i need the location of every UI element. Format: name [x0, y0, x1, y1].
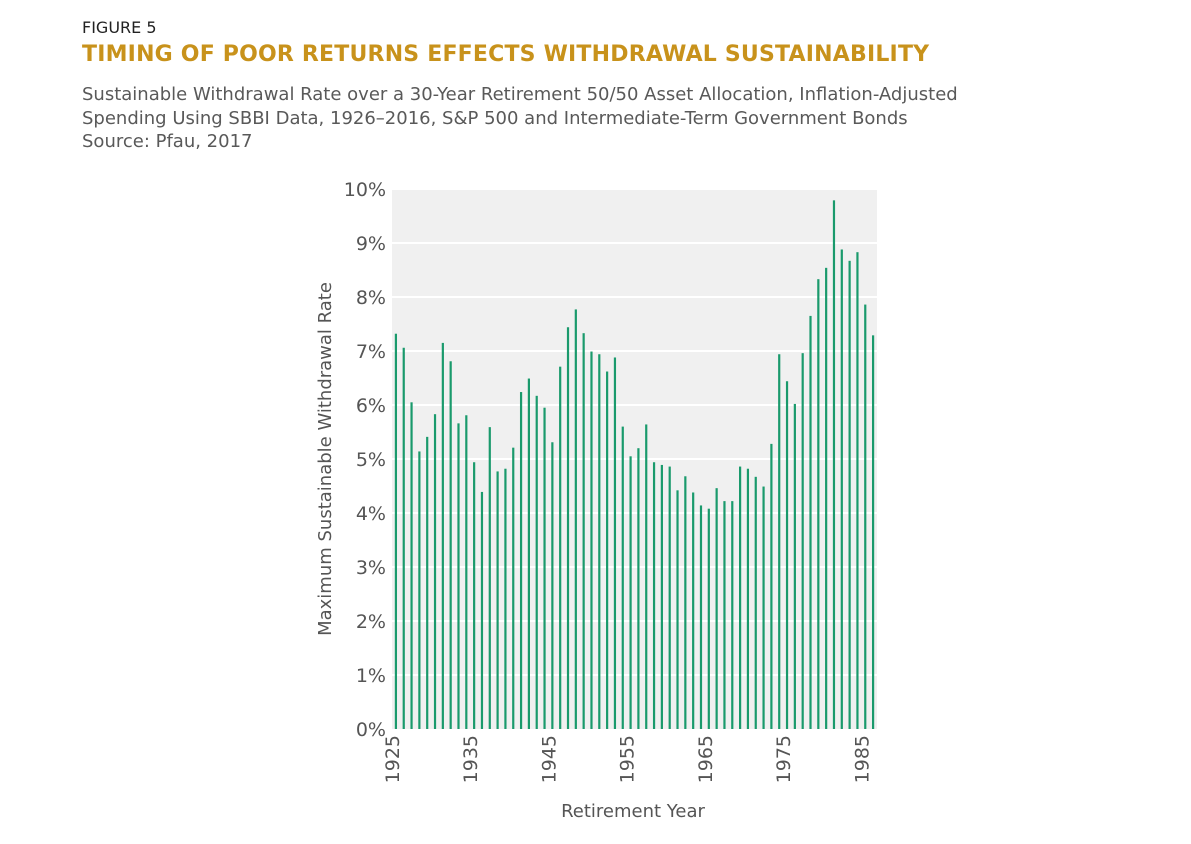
bar: [668, 466, 671, 729]
y-tick-label: 1%: [356, 665, 386, 687]
y-axis-title: Maximum Sustainable Withdrawal Rate: [315, 282, 336, 636]
bar: [699, 505, 703, 729]
subtitle-line: Sustainable Withdrawal Rate over a 30-Ye…: [82, 84, 958, 105]
bar: [496, 471, 499, 729]
x-tick-label: 1925: [382, 735, 404, 783]
y-tick-label: 2%: [356, 611, 386, 633]
bar: [762, 486, 765, 729]
bar: [652, 462, 656, 729]
bar: [433, 414, 437, 729]
bar: [676, 490, 679, 729]
bar: [770, 443, 773, 729]
y-tick-label: 10%: [344, 179, 386, 201]
bar: [551, 442, 554, 729]
bar: [480, 491, 484, 729]
x-tick-label: 1955: [617, 735, 639, 783]
bar: [856, 252, 859, 729]
bar: [441, 342, 444, 729]
bar: [754, 476, 757, 729]
bar: [512, 447, 515, 729]
bar: [817, 279, 820, 729]
y-tick-label: 6%: [356, 395, 386, 417]
bar: [457, 423, 460, 729]
x-axis-title: Retirement Year: [561, 801, 705, 822]
x-tick-label: 1975: [773, 735, 795, 783]
bar: [465, 415, 468, 729]
bar: [832, 200, 836, 730]
bar: [504, 468, 507, 729]
bar: [739, 466, 742, 729]
bar: [449, 361, 452, 729]
bar: [785, 381, 789, 729]
bar: [778, 354, 781, 729]
bar: [402, 347, 405, 729]
bar: [809, 315, 812, 729]
bar: [473, 462, 476, 729]
bar: [637, 448, 640, 729]
y-tick-label: 8%: [356, 287, 386, 309]
bar: [613, 357, 617, 729]
figure-label: FIGURE 5: [82, 18, 157, 37]
y-tick-label: 3%: [356, 557, 386, 579]
bar: [707, 508, 710, 729]
figure-title: TIMING OF POOR RETURNS EFFECTS WITHDRAWA…: [82, 42, 930, 67]
y-tick-label: 0%: [356, 719, 386, 741]
bar: [723, 501, 726, 729]
bar: [629, 456, 632, 729]
bar: [660, 464, 663, 729]
bar: [801, 353, 804, 729]
bar: [825, 267, 828, 729]
bar: [566, 327, 570, 729]
x-tick-label: 1945: [538, 735, 560, 783]
bar: [426, 436, 429, 729]
x-tick-label: 1985: [851, 735, 873, 783]
bar: [559, 366, 562, 729]
bar: [535, 395, 538, 729]
bar: [574, 309, 577, 729]
bar: [590, 351, 593, 729]
bar: [864, 304, 867, 729]
bar: [519, 392, 523, 729]
bar: [871, 335, 875, 729]
bar: [543, 407, 546, 729]
bar: [606, 371, 609, 729]
bar: [840, 249, 843, 730]
figure-subtitle: Sustainable Withdrawal Rate over a 30-Ye…: [82, 83, 958, 154]
y-tick-label: 4%: [356, 503, 386, 525]
bar: [418, 451, 421, 729]
bar: [746, 468, 750, 729]
bar: [582, 333, 585, 729]
bar: [692, 492, 695, 729]
bar: [684, 476, 687, 729]
bar: [715, 488, 718, 729]
bar: [621, 426, 624, 729]
y-tick-label: 7%: [356, 341, 386, 363]
bar: [793, 403, 796, 729]
bar: [645, 424, 648, 729]
bar: [731, 501, 734, 729]
x-tick-label: 1965: [695, 735, 717, 783]
bar: [527, 378, 530, 729]
y-tick-label: 9%: [356, 233, 386, 255]
y-tick-label: 5%: [356, 449, 386, 471]
subtitle-line: Spending Using SBBI Data, 1926–2016, S&P…: [82, 107, 908, 129]
bar: [410, 402, 413, 729]
bar: [598, 354, 601, 729]
bar: [394, 333, 398, 729]
x-tick-label: 1935: [460, 735, 482, 783]
bar: [488, 427, 491, 729]
bar: [848, 260, 851, 729]
subtitle-line: Source: Pfau, 2017: [82, 131, 253, 152]
